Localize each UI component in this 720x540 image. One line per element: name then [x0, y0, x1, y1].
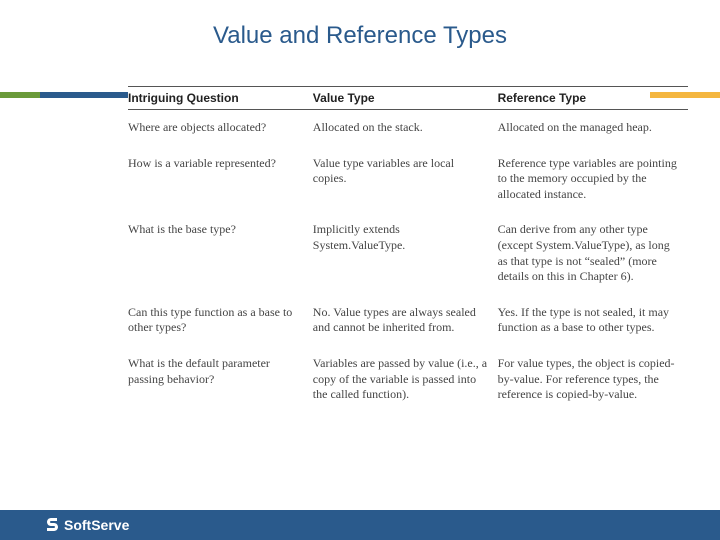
- table-cell: Allocated on the managed heap.: [498, 110, 688, 146]
- table-row: What is the base type?Implicitly extends…: [128, 212, 688, 294]
- table-header-cell: Reference Type: [498, 87, 688, 110]
- accent-segment-left: [0, 92, 40, 98]
- table-cell: Where are objects allocated?: [128, 110, 313, 146]
- table-cell: Value type variables are local copies.: [313, 146, 498, 213]
- table-cell: Reference type variables are pointing to…: [498, 146, 688, 213]
- table-cell: How is a variable represented?: [128, 146, 313, 213]
- slide: Value and Reference Types Intriguing Que…: [0, 0, 720, 540]
- table-header-row: Intriguing Question Value Type Reference…: [128, 87, 688, 110]
- accent-segment-mid: [40, 92, 128, 98]
- comparison-table: Intriguing Question Value Type Reference…: [128, 86, 688, 413]
- table-cell: Variables are passed by value (i.e., a c…: [313, 346, 498, 413]
- table-row: Can this type function as a base to othe…: [128, 295, 688, 346]
- table-cell: Can this type function as a base to othe…: [128, 295, 313, 346]
- footer-bar: SoftServe: [0, 510, 720, 540]
- table-cell: What is the default parameter passing be…: [128, 346, 313, 413]
- content-area: Intriguing Question Value Type Reference…: [128, 86, 688, 413]
- table-row: How is a variable represented?Value type…: [128, 146, 688, 213]
- table-row: Where are objects allocated?Allocated on…: [128, 110, 688, 146]
- table-row: What is the default parameter passing be…: [128, 346, 688, 413]
- table-cell: What is the base type?: [128, 212, 313, 294]
- table-body: Where are objects allocated?Allocated on…: [128, 110, 688, 413]
- table-cell: Implicitly extends System.ValueType.: [313, 212, 498, 294]
- table-cell: Allocated on the stack.: [313, 110, 498, 146]
- table-cell: For value types, the object is copied-by…: [498, 346, 688, 413]
- table-cell: Yes. If the type is not sealed, it may f…: [498, 295, 688, 346]
- footer-logo-text: SoftServe: [64, 517, 129, 533]
- page-title: Value and Reference Types: [0, 22, 720, 50]
- table-cell: No. Value types are always sealed and ca…: [313, 295, 498, 346]
- table-cell: Can derive from any other type (except S…: [498, 212, 688, 294]
- table-header-cell: Intriguing Question: [128, 87, 313, 110]
- softserve-logo-icon: [44, 517, 60, 533]
- footer-logo: SoftServe: [44, 517, 129, 533]
- table-header-cell: Value Type: [313, 87, 498, 110]
